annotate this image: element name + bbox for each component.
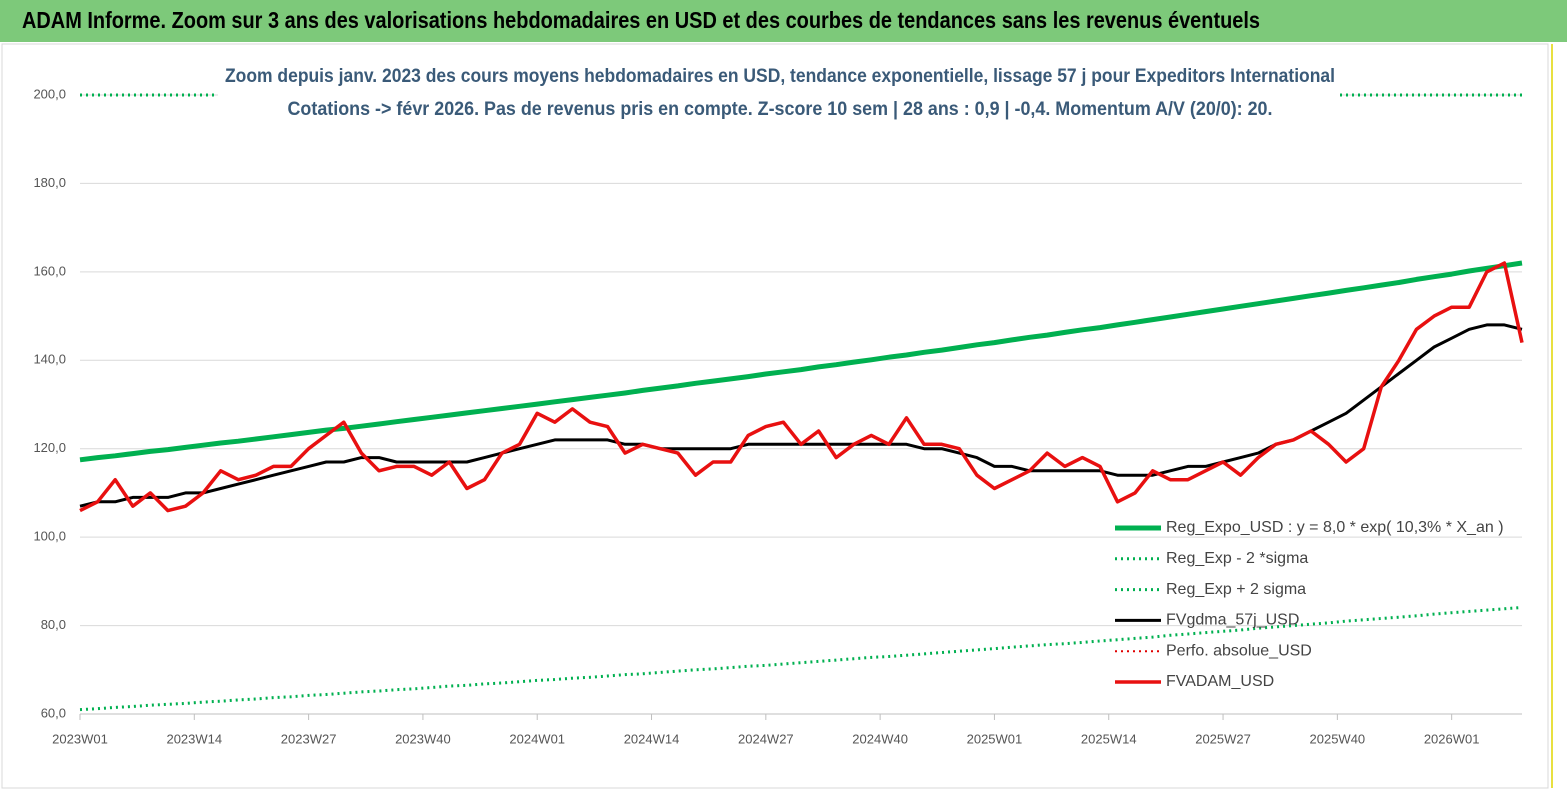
x-tick-label: 2025W27: [1195, 731, 1251, 746]
x-tick-label: 2026W01: [1424, 731, 1480, 746]
chart-border: [1, 43, 1549, 789]
series-line: [79, 260, 1523, 463]
y-tick-label: 180,0: [33, 175, 66, 190]
x-tick-label: 2024W27: [738, 731, 794, 746]
header-bar: [0, 0, 1567, 42]
chart-title: Zoom depuis janv. 2023 des cours moyens …: [225, 66, 1335, 87]
x-tick-label: 2024W01: [509, 731, 565, 746]
x-tick-label: 2025W01: [967, 731, 1023, 746]
legend-label: FVADAM_USD: [1166, 673, 1274, 690]
legend-label: FVgdma_57j_USD: [1166, 612, 1299, 629]
y-tick-label: 140,0: [33, 352, 66, 367]
x-tick-label: 2023W40: [395, 731, 451, 746]
y-tick-label: 200,0: [33, 86, 66, 101]
x-tick-label: 2025W14: [1081, 731, 1137, 746]
y-tick-label: 60,0: [41, 705, 66, 720]
x-tick-label: 2024W40: [852, 731, 908, 746]
chart-subtitle: Cotations -> févr 2026. Pas de revenus p…: [288, 99, 1273, 120]
series-line: [79, 261, 1524, 513]
series-line: [79, 605, 1523, 712]
legend: Reg_Expo_USD : y = 8,0 * exp( 10,3% * X_…: [1115, 519, 1504, 690]
legend-label: Reg_Expo_USD : y = 8,0 * exp( 10,3% * X_…: [1166, 519, 1504, 536]
x-tick-label: 2023W27: [281, 731, 337, 746]
x-tick-label: 2023W14: [166, 731, 222, 746]
y-tick-label: 100,0: [33, 529, 66, 544]
legend-label: Perfo. absolue_USD: [1166, 642, 1312, 659]
x-tick-label: 2025W40: [1310, 731, 1366, 746]
y-tick-label: 120,0: [33, 440, 66, 455]
header-title: ADAM Informe. Zoom sur 3 ans des valoris…: [22, 7, 1260, 33]
x-tick-label: 2023W01: [52, 731, 108, 746]
legend-label: Reg_Exp + 2 sigma: [1166, 581, 1306, 598]
x-tick-label: 2024W14: [624, 731, 680, 746]
title-box: [218, 60, 1340, 130]
legend-label: Reg_Exp - 2 *sigma: [1166, 550, 1308, 567]
y-tick-label: 160,0: [33, 263, 66, 278]
series-line: [79, 323, 1523, 508]
y-tick-label: 80,0: [41, 617, 66, 632]
